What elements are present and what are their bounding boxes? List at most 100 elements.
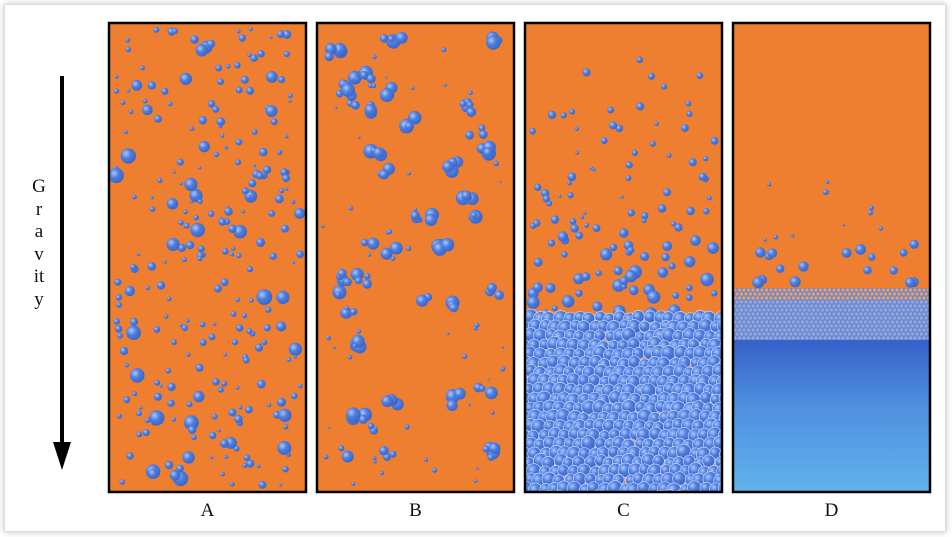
bubble [283,424,289,430]
foam-bubble [734,296,737,300]
bubble [236,324,244,332]
foam-bubble [780,308,784,312]
bubble [220,439,229,448]
bubble [581,272,591,281]
bubble [113,318,120,325]
foam-bubble [879,308,883,312]
foam-bubble [825,308,829,312]
foam-bubble [823,304,827,308]
foam-bubble [859,296,863,300]
foam-bubble [751,328,755,332]
foam-bubble [883,300,888,304]
foam-bubble [780,324,784,328]
foam-bubble [904,320,908,324]
bubble [483,147,494,158]
foam-bubble [802,332,807,336]
bubble [115,325,123,333]
bubble [185,240,195,250]
foam-bubble [886,320,890,324]
bubble [360,71,369,80]
foam-bubble [879,316,883,320]
foam-bubble [755,288,760,292]
foam-bubble [915,332,919,336]
bubble [334,106,338,110]
foam-bubble [798,316,802,320]
foam-bubble [872,296,877,300]
foam-bubble [888,324,892,328]
bubble [147,261,157,271]
foam-bubble [838,332,843,336]
foam-bubble [793,300,798,304]
bubble [647,290,661,304]
bubble [367,422,375,430]
bubble [358,414,368,424]
bubble [190,35,199,44]
bubble [547,239,556,247]
bubble [225,64,231,69]
foam-bubble [800,336,805,340]
foam-bubble [915,324,919,328]
bubble [228,408,237,417]
foam-bubble [748,308,753,312]
foam-bubble [760,328,764,332]
bubble [189,126,195,131]
foam-bubble [744,308,748,312]
bubble [863,266,872,275]
bubble [567,180,572,186]
foam-bubble [755,336,760,340]
bubble [270,118,278,126]
foam-bubble [823,296,827,300]
bubble [324,51,334,62]
bubble [583,211,587,215]
foam-bubble [901,316,906,320]
foam-bubble [818,312,823,316]
bubble [149,206,156,212]
bubble [132,194,137,200]
foam-bubble [755,296,760,300]
foam-bubble [904,296,908,300]
foam-bubble [913,328,917,332]
bubble [276,149,283,156]
foam-bubble [773,336,778,340]
bubble [212,378,220,386]
foam-bubble [856,332,861,336]
foam-bubble [811,308,816,312]
foam-bubble [784,316,789,320]
foam-bubble [899,304,904,308]
foam-bubble [771,300,775,304]
bubble [139,406,143,410]
foam-bubble [845,288,850,292]
bubble [529,127,536,135]
panel-label: A [201,500,215,521]
foam-bubble [861,324,865,328]
foam-bubble [800,320,805,324]
foam-bubble [809,288,814,292]
foam-bubble [737,304,742,308]
foam-bubble [751,320,755,324]
bubble [321,224,325,229]
bubble [574,126,579,131]
bubble [223,352,228,357]
foam-bubble [863,312,868,316]
bubble [798,261,809,272]
foam-bubble [850,296,854,300]
bubble [688,158,697,167]
foam-bubble [874,292,879,296]
bubble [294,207,306,219]
foam-bubble [793,324,798,328]
bubble [356,329,362,334]
foam-bubble [820,316,825,320]
bubble [208,210,215,217]
foam-bubble [737,336,742,340]
bubble [668,262,676,270]
foam-bubble [886,296,890,300]
foam-bubble [852,292,856,296]
foam-bubble [856,292,861,296]
foam-bubble [868,320,872,324]
bubble [235,86,243,94]
foam-bubble [852,324,856,328]
foam-bubble [746,304,751,308]
foam-bubble [892,308,897,312]
foam-bubble [832,296,836,300]
bubble [333,42,347,56]
